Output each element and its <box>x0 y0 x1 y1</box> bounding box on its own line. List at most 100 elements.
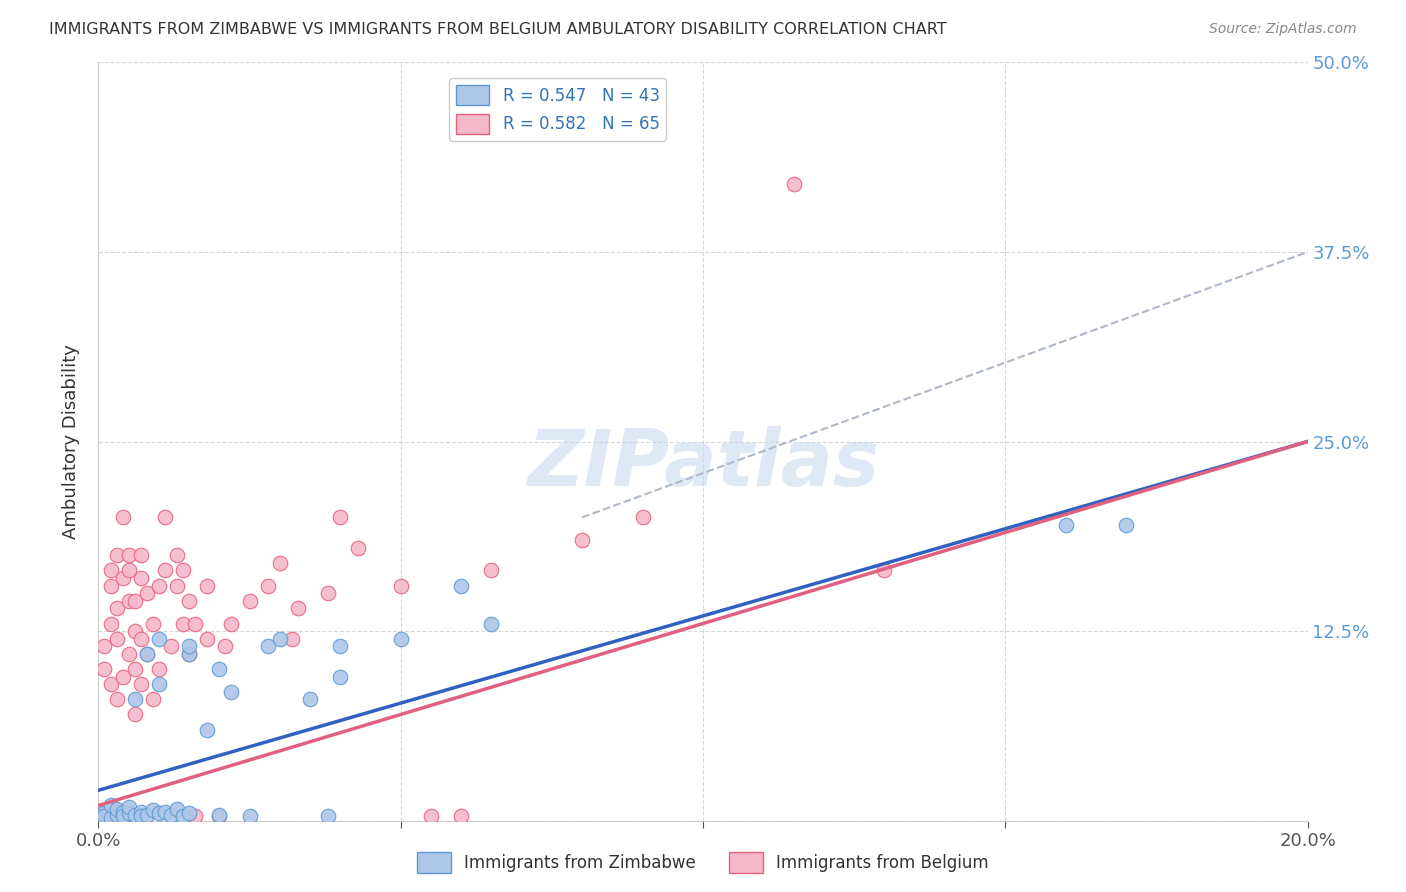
Point <box>118 647 141 661</box>
Point <box>208 662 231 676</box>
Point <box>195 579 218 593</box>
Point <box>195 723 218 737</box>
Point <box>124 807 146 822</box>
Point <box>208 807 231 822</box>
Point <box>100 677 122 691</box>
Point <box>118 594 141 608</box>
Point <box>873 564 896 578</box>
Point <box>142 692 165 706</box>
Point <box>135 647 157 661</box>
Point <box>129 677 152 691</box>
Point <box>111 669 134 683</box>
Y-axis label: Ambulatory Disability: Ambulatory Disability <box>62 344 80 539</box>
Point <box>221 685 243 699</box>
Text: IMMIGRANTS FROM ZIMBABWE VS IMMIGRANTS FROM BELGIUM AMBULATORY DISABILITY CORREL: IMMIGRANTS FROM ZIMBABWE VS IMMIGRANTS F… <box>49 22 946 37</box>
Text: ZIPatlas: ZIPatlas <box>527 426 879 502</box>
Point <box>93 806 115 821</box>
Point <box>184 809 207 823</box>
Point <box>160 639 183 653</box>
Point <box>179 806 201 821</box>
Legend: R = 0.547   N = 43, R = 0.582   N = 65: R = 0.547 N = 43, R = 0.582 N = 65 <box>450 78 666 141</box>
Point <box>179 639 201 653</box>
Point <box>142 803 165 817</box>
Point <box>450 809 472 823</box>
Point <box>148 632 170 646</box>
Point <box>124 662 146 676</box>
Point <box>124 594 146 608</box>
Point <box>166 548 188 563</box>
Point <box>239 809 262 823</box>
Point <box>450 579 472 593</box>
Point <box>347 541 370 555</box>
Point <box>329 510 352 524</box>
Point <box>105 801 128 815</box>
Point <box>172 809 194 823</box>
Point <box>571 533 593 548</box>
Point <box>269 632 291 646</box>
Point <box>93 806 115 821</box>
Point <box>1115 517 1137 532</box>
Point <box>287 601 309 615</box>
Point <box>153 564 176 578</box>
Point <box>389 579 412 593</box>
Point <box>166 801 188 815</box>
Point <box>160 807 183 822</box>
Point <box>153 510 176 524</box>
Point <box>93 639 115 653</box>
Point <box>118 806 141 821</box>
Point <box>93 809 115 823</box>
Point <box>124 707 146 722</box>
Point <box>124 692 146 706</box>
Point <box>153 805 176 819</box>
Point <box>631 510 654 524</box>
Point <box>100 811 122 825</box>
Point <box>1054 517 1077 532</box>
Point <box>214 639 236 653</box>
Point <box>481 616 503 631</box>
Point <box>100 798 122 813</box>
Point <box>118 800 141 814</box>
Point <box>135 807 157 822</box>
Point <box>316 809 339 823</box>
Point <box>100 616 122 631</box>
Point <box>129 805 152 819</box>
Point <box>783 177 806 191</box>
Point <box>329 669 352 683</box>
Point <box>124 809 146 823</box>
Point <box>129 632 152 646</box>
Point <box>166 579 188 593</box>
Point <box>299 692 322 706</box>
Point <box>256 579 278 593</box>
Text: Source: ZipAtlas.com: Source: ZipAtlas.com <box>1209 22 1357 37</box>
Point <box>105 807 128 822</box>
Point <box>256 639 278 653</box>
Point <box>111 805 134 819</box>
Point <box>179 647 201 661</box>
Point <box>135 586 157 600</box>
Point <box>105 548 128 563</box>
Point <box>124 624 146 639</box>
Point <box>269 556 291 570</box>
Point <box>142 616 165 631</box>
Point <box>148 677 170 691</box>
Point <box>148 579 170 593</box>
Point <box>111 809 134 823</box>
Point <box>93 662 115 676</box>
Point <box>389 632 412 646</box>
Point <box>105 632 128 646</box>
Point <box>420 809 443 823</box>
Point <box>172 616 194 631</box>
Point <box>111 571 134 585</box>
Point <box>179 647 201 661</box>
Point <box>208 809 231 823</box>
Point <box>184 616 207 631</box>
Point <box>179 594 201 608</box>
Point <box>329 639 352 653</box>
Point <box>281 632 304 646</box>
Point <box>100 579 122 593</box>
Point <box>481 564 503 578</box>
Legend: Immigrants from Zimbabwe, Immigrants from Belgium: Immigrants from Zimbabwe, Immigrants fro… <box>411 846 995 880</box>
Point <box>129 571 152 585</box>
Point <box>118 564 141 578</box>
Point <box>316 586 339 600</box>
